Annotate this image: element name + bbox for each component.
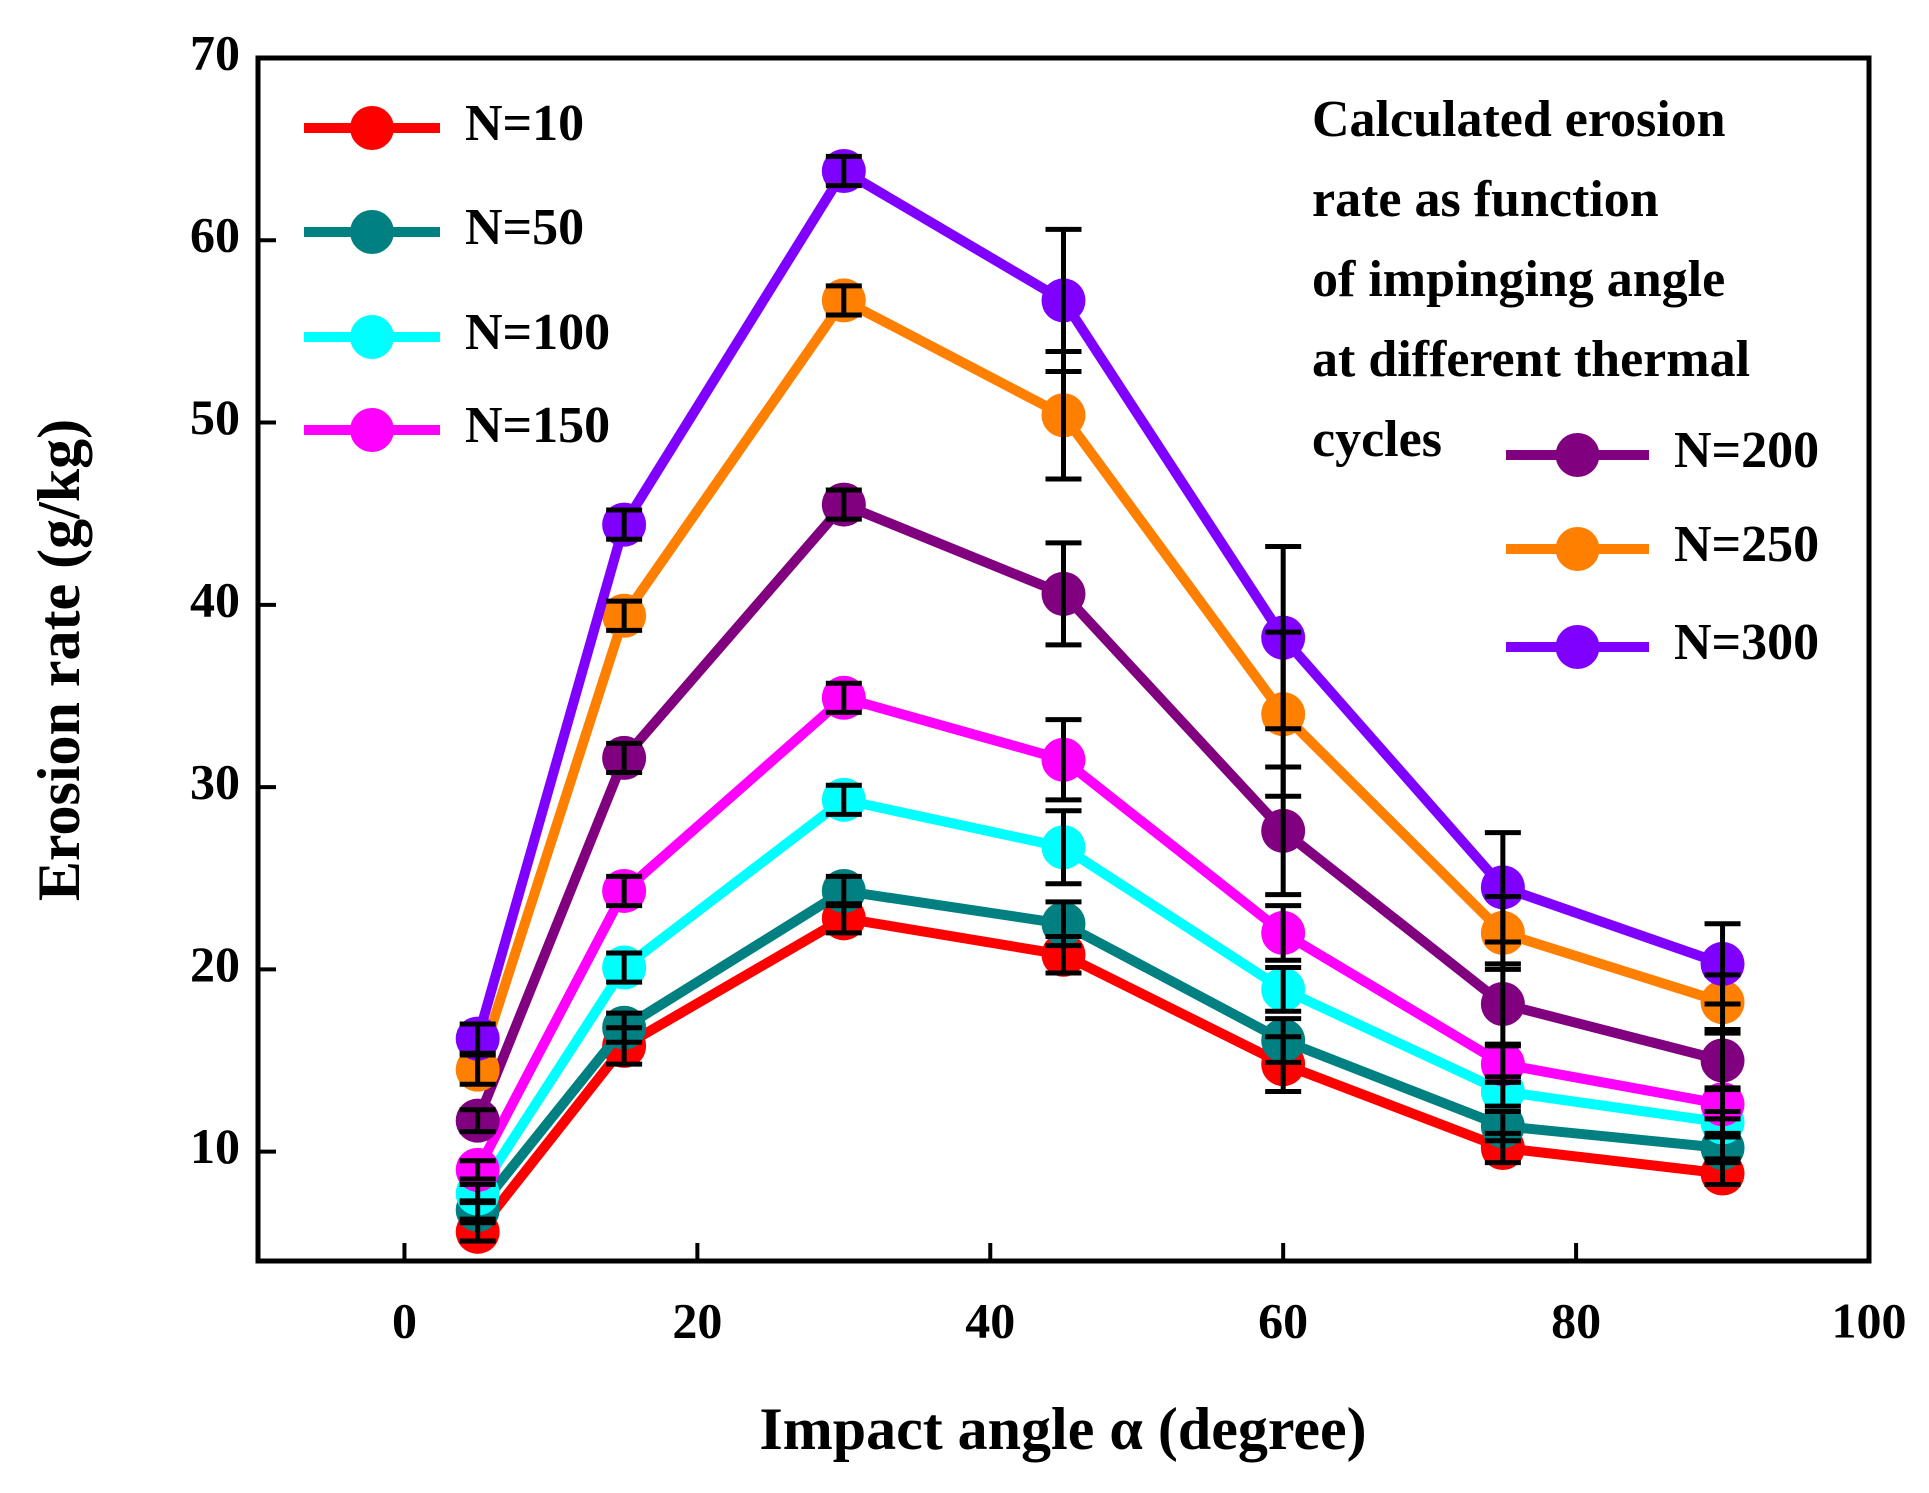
annotation: Calculated erosion [1312, 91, 1726, 148]
error-bar [1265, 965, 1302, 1014]
error-bar [825, 153, 862, 189]
error-bar [459, 1158, 496, 1182]
y-tick-label: 60 [190, 207, 240, 263]
error-bar [1045, 717, 1082, 803]
legend-marker [350, 408, 394, 452]
legend-text: N=50 [465, 199, 584, 256]
series-line [472, 293, 1725, 1072]
x-axis-label: Impact angle α (degree) [759, 1396, 1366, 1462]
error-bar [1265, 543, 1302, 732]
error-bar [459, 1220, 496, 1244]
error-bar [1704, 1134, 1741, 1162]
error-bar [1045, 899, 1082, 949]
y-tick-label: 10 [190, 1118, 240, 1174]
error-bar [459, 1181, 496, 1206]
error-bar [459, 1107, 496, 1135]
annotation: at different thermal [1312, 331, 1750, 388]
plot-frame [255, 55, 1872, 1264]
legend-marker [350, 106, 394, 150]
error-bar [825, 873, 862, 909]
annotation: cycles [1312, 411, 1442, 468]
x-tick-label: 0 [392, 1292, 417, 1348]
error-bar [606, 598, 643, 633]
error-bar [825, 782, 862, 817]
error-bar [1704, 921, 1741, 1007]
error-bar [459, 1021, 496, 1056]
error-bar [825, 487, 862, 522]
legend-marker [1555, 433, 1600, 477]
y-tick-label: 20 [190, 936, 240, 992]
error-bar [825, 680, 862, 715]
legend-marker [350, 315, 394, 359]
annotation: of impinging angle [1312, 251, 1725, 308]
legend-marker [350, 210, 394, 254]
error-bar [606, 1010, 643, 1045]
error-bar [606, 873, 643, 909]
x-tick-label: 20 [672, 1292, 722, 1348]
error-bar [1045, 540, 1082, 648]
error-bar [1484, 830, 1521, 945]
legend-marker [1555, 625, 1600, 669]
y-tick-label: 70 [190, 24, 240, 80]
error-bar [1265, 903, 1302, 963]
y-tick-label: 30 [190, 754, 240, 810]
y-tick-label: 50 [190, 389, 240, 445]
error-bar [606, 950, 643, 985]
legend-marker [1555, 527, 1600, 571]
x-tick-label: 100 [1832, 1292, 1907, 1348]
error-bar [1045, 808, 1082, 887]
x-tick-label: 40 [965, 1292, 1015, 1348]
error-bar [1484, 1109, 1521, 1144]
legend-text: N=150 [465, 397, 610, 454]
error-bar [825, 283, 862, 318]
annotation: rate as function [1312, 171, 1659, 228]
error-bar [1045, 226, 1082, 375]
x-tick-label: 60 [1258, 1292, 1308, 1348]
legend-text: N=200 [1674, 422, 1819, 479]
error-bar [606, 740, 643, 776]
y-axis-label: Erosion rate (g/kg) [26, 419, 92, 901]
error-bar [1704, 1030, 1741, 1091]
x-tick-label: 80 [1551, 1292, 1601, 1348]
error-bar [1704, 1160, 1741, 1187]
error-bar [1265, 1016, 1302, 1065]
legend-text: N=250 [1674, 516, 1819, 573]
y-tick-label: 40 [190, 571, 240, 627]
legend-text: N=100 [465, 304, 610, 361]
error-bar [606, 507, 643, 542]
legend-text: N=300 [1674, 614, 1819, 671]
legend-text: N=10 [465, 95, 584, 152]
